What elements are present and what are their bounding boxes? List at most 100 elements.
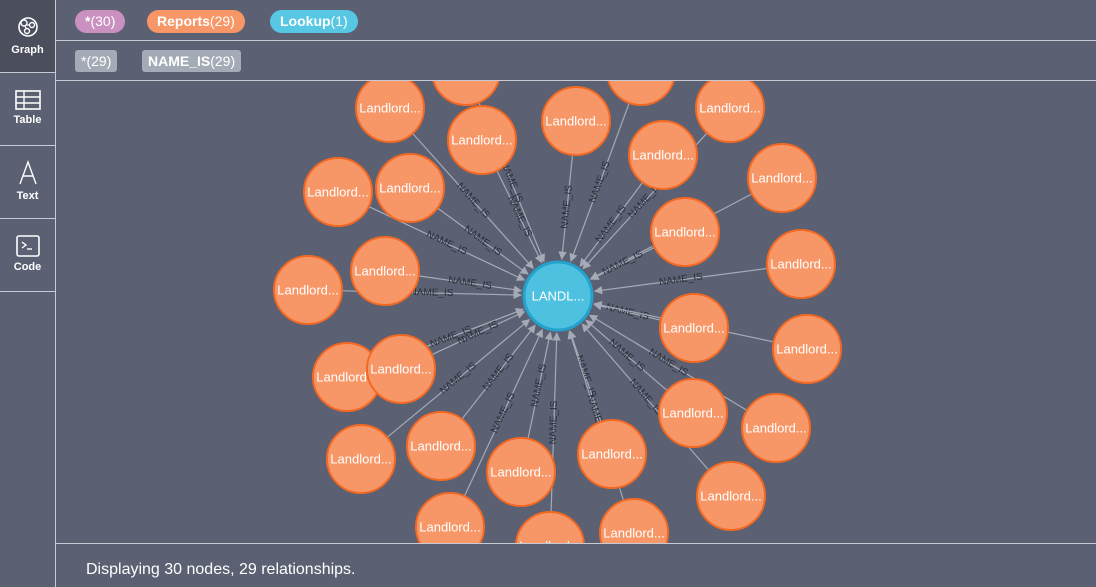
code-icon: [15, 235, 40, 257]
report-node[interactable]: Landlord...: [355, 81, 425, 143]
report-node[interactable]: Landlord...: [607, 81, 675, 106]
node-caption: Landlord...: [745, 421, 806, 436]
relationship-edge[interactable]: [418, 275, 523, 294]
node-caption: Landlord...: [379, 181, 440, 196]
label-pill-all[interactable]: *(30): [75, 10, 126, 33]
node-caption: Landlord...: [354, 264, 415, 279]
relationship-edge[interactable]: [437, 207, 529, 275]
report-node[interactable]: Landlord...: [375, 153, 445, 223]
relationship-edge[interactable]: [569, 102, 630, 263]
code-view-button[interactable]: Code: [0, 219, 55, 292]
relationship-edge[interactable]: [568, 330, 602, 423]
report-node[interactable]: Landlord...: [303, 157, 373, 227]
node-caption: Landlord...: [490, 465, 551, 480]
node-caption: Landlord...: [662, 406, 723, 421]
relationship-label: NAME_IS: [659, 271, 704, 288]
node-labels-bar: *(30) Reports(29) Lookup(1): [56, 0, 1096, 41]
relationship-label: NAME_IS: [529, 363, 549, 409]
report-node[interactable]: Landlord...: [772, 314, 842, 384]
report-node[interactable]: Landlord...: [650, 197, 720, 267]
relationship-label: NAME_IS: [605, 302, 651, 323]
relationship-edge[interactable]: [412, 132, 534, 270]
report-node[interactable]: Landlord...: [432, 81, 500, 106]
relationship-edge[interactable]: [386, 319, 531, 438]
label-pill-lookup[interactable]: Lookup(1): [270, 10, 358, 33]
node-caption: Landlord...: [581, 447, 642, 462]
graph-canvas[interactable]: NAME_IS NAME_IS NAME_IS NAME_IS NAME_IS NAME_…: [56, 81, 1096, 543]
code-view-label: Code: [13, 261, 42, 273]
report-node[interactable]: Landlord...: [486, 437, 556, 507]
lookup-node-caption: LANDL...: [532, 289, 585, 304]
node-caption: Landlord...: [419, 520, 480, 535]
report-node[interactable]: Landlord...: [406, 411, 476, 481]
report-node[interactable]: Landlord...: [766, 229, 836, 299]
lookup-node[interactable]: LANDL...: [522, 260, 594, 332]
relationship-edge[interactable]: [579, 181, 644, 267]
relationship-edge[interactable]: [593, 302, 662, 321]
relationship-label: NAME_IS: [573, 354, 598, 399]
text-icon: [18, 160, 37, 185]
report-node[interactable]: Landlord...: [577, 419, 647, 489]
node-caption: Landlord...: [451, 133, 512, 148]
relationship-label: NAME_IS: [601, 248, 645, 278]
relationship-label: NAME_IS: [454, 181, 492, 221]
node-caption: Landlord...: [603, 526, 664, 541]
report-node[interactable]: Landlord...: [415, 492, 485, 543]
relationship-edge[interactable]: [527, 331, 553, 439]
relationship-label: NAME_IS: [438, 360, 479, 397]
node-caption: Landlord...: [370, 362, 431, 377]
relationship-label: NAME_IS: [587, 159, 613, 204]
relationship-edge[interactable]: [461, 324, 536, 420]
node-caption: Landlord...: [519, 539, 580, 544]
relationship-edge[interactable]: [593, 267, 768, 295]
status-text: Displaying 30 nodes, 29 relationships.: [86, 561, 356, 578]
node-caption: Landlord...: [776, 342, 837, 357]
node-caption: Landlord...: [545, 114, 606, 129]
node-caption: Landlord...: [699, 101, 760, 116]
graph-view-button[interactable]: Graph: [0, 0, 55, 73]
node-caption: Landlord...: [751, 171, 812, 186]
report-node[interactable]: Landlord...: [696, 461, 766, 531]
relationship-edge[interactable]: [496, 170, 543, 264]
report-node[interactable]: Landlord...: [695, 81, 765, 143]
sidebar: Graph Table Text Code: [0, 0, 56, 587]
node-caption: Landlord...: [654, 225, 715, 240]
relationship-edge[interactable]: [558, 154, 574, 261]
table-icon: [14, 90, 41, 110]
text-view-button[interactable]: Text: [0, 146, 55, 219]
label-pill-reports[interactable]: Reports(29): [147, 10, 245, 33]
node-caption: Landlord...: [330, 452, 391, 467]
relationship-label: NAME_IS: [606, 337, 647, 374]
table-view-button[interactable]: Table: [0, 73, 55, 146]
report-node[interactable]: Landlord...: [273, 255, 343, 325]
report-node[interactable]: Landlord...: [447, 105, 517, 175]
report-node[interactable]: Landlord...: [599, 498, 669, 543]
rel-tag-all[interactable]: *(29): [75, 50, 118, 72]
relationship-label: NAME_IS: [481, 351, 517, 393]
report-node[interactable]: Landlord...: [659, 293, 729, 363]
report-node[interactable]: Landlord...: [541, 86, 611, 156]
report-node[interactable]: Landlord...: [326, 424, 396, 494]
node-caption: Landlord...: [359, 101, 420, 116]
node-caption: Landlord...: [632, 148, 693, 163]
relationship-edge[interactable]: [431, 310, 526, 356]
relationship-label: NAME_IS: [548, 400, 560, 445]
report-node[interactable]: Landlord...: [515, 511, 585, 544]
report-node[interactable]: Landlord...: [747, 143, 817, 213]
report-node[interactable]: Landlord...: [366, 334, 436, 404]
node-caption: Landlord...: [307, 185, 368, 200]
report-node[interactable]: Landlord...: [658, 378, 728, 448]
report-node[interactable]: Landlord...: [628, 120, 698, 190]
graph-icon: [17, 17, 38, 37]
report-node[interactable]: Landlord...: [350, 236, 420, 306]
relationship-edge[interactable]: [590, 246, 655, 280]
relationship-label: NAME_IS: [559, 184, 574, 229]
relationship-label: NAME_IS: [409, 287, 453, 299]
report-node[interactable]: Landlord...: [741, 393, 811, 463]
node-caption: Landlord...: [410, 439, 471, 454]
rel-tag-name-is[interactable]: NAME_IS(29): [142, 50, 242, 72]
relationship-edge[interactable]: [463, 328, 543, 497]
relationship-edge[interactable]: [585, 319, 668, 392]
node-caption: Landlord...: [770, 257, 831, 272]
